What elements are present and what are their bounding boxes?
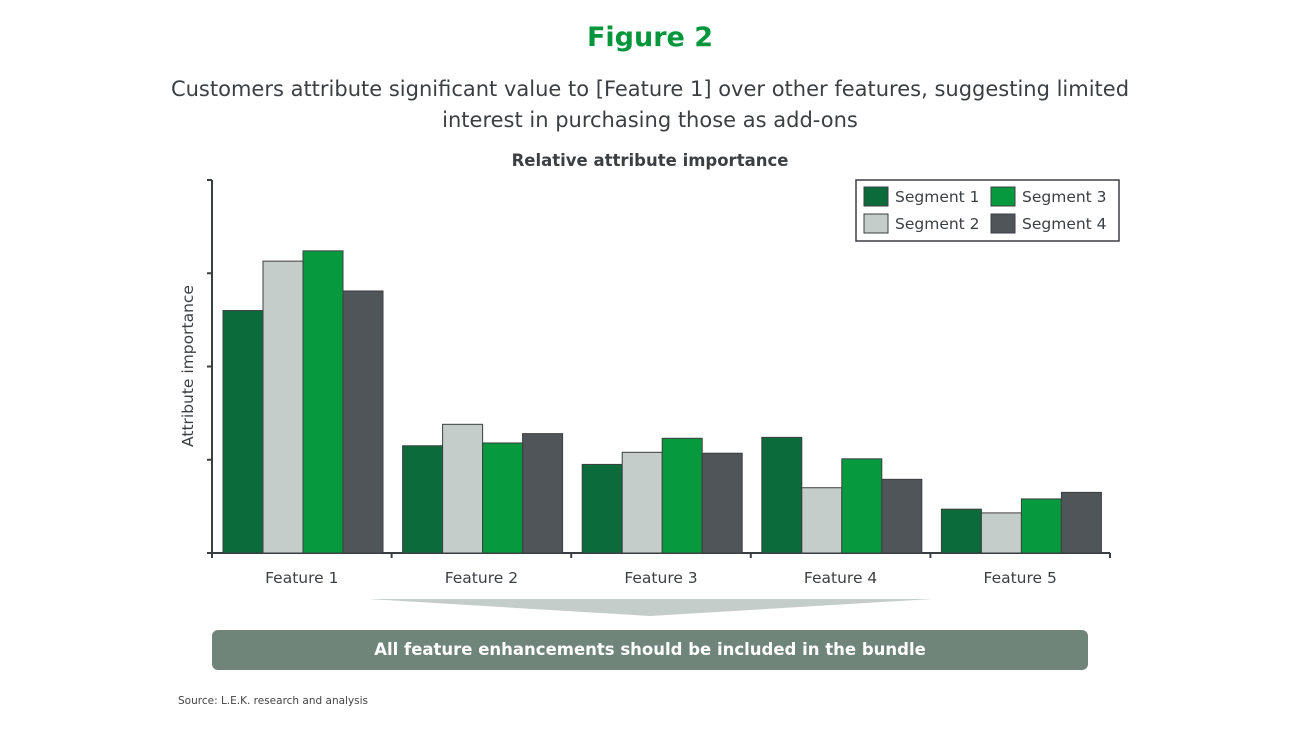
legend-box (855, 179, 1120, 242)
bar-segment-2 (980, 512, 1022, 554)
x-tick-label: Feature 4 (804, 569, 877, 587)
bar-segment-1 (222, 310, 264, 554)
bar-segment-3 (302, 250, 344, 554)
bar-segment-4 (881, 478, 923, 554)
bar-segment-4 (522, 433, 564, 554)
x-tick-label: Feature 3 (624, 569, 697, 587)
legend-swatch (863, 186, 889, 207)
chevron-arrow (368, 599, 932, 616)
figure-label: Figure 2 (586, 22, 714, 53)
bar-segment-2 (262, 260, 304, 554)
legend-label: Segment 4 (1022, 215, 1107, 233)
bar-segment-1 (940, 508, 982, 554)
legend-label: Segment 3 (1022, 188, 1107, 206)
bar-segment-3 (661, 437, 703, 554)
source-note: Source: L.E.K. research and analysis (178, 695, 369, 707)
legend-swatch (990, 213, 1016, 234)
bar-segment-1 (761, 436, 803, 554)
legend-swatch (990, 186, 1016, 207)
bar-segment-2 (801, 487, 843, 554)
bar-segment-2 (621, 451, 663, 554)
bar-segment-1 (402, 445, 444, 554)
conclusion-banner: All feature enhancements should be inclu… (212, 630, 1088, 670)
legend-swatch (863, 213, 889, 234)
legend-label: Segment 2 (895, 215, 980, 233)
bar-segment-3 (482, 442, 524, 554)
x-tick-label: Feature 1 (265, 569, 338, 587)
chart-title: Relative attribute importance (511, 151, 789, 170)
bar-segment-2 (442, 423, 484, 554)
bar-segment-4 (701, 452, 743, 554)
x-tick-label: Feature 2 (445, 569, 518, 587)
bar-segment-3 (841, 458, 883, 554)
bar-segment-4 (342, 290, 384, 554)
y-axis-label: Attribute importance (179, 285, 197, 447)
legend-label: Segment 1 (895, 188, 980, 206)
bar-segment-4 (1060, 491, 1102, 554)
bar-segment-1 (581, 463, 623, 554)
chart-subtitle: Customers attribute significant value to… (170, 77, 1130, 132)
x-tick-label: Feature 5 (984, 569, 1057, 587)
bar-segment-3 (1020, 498, 1062, 554)
